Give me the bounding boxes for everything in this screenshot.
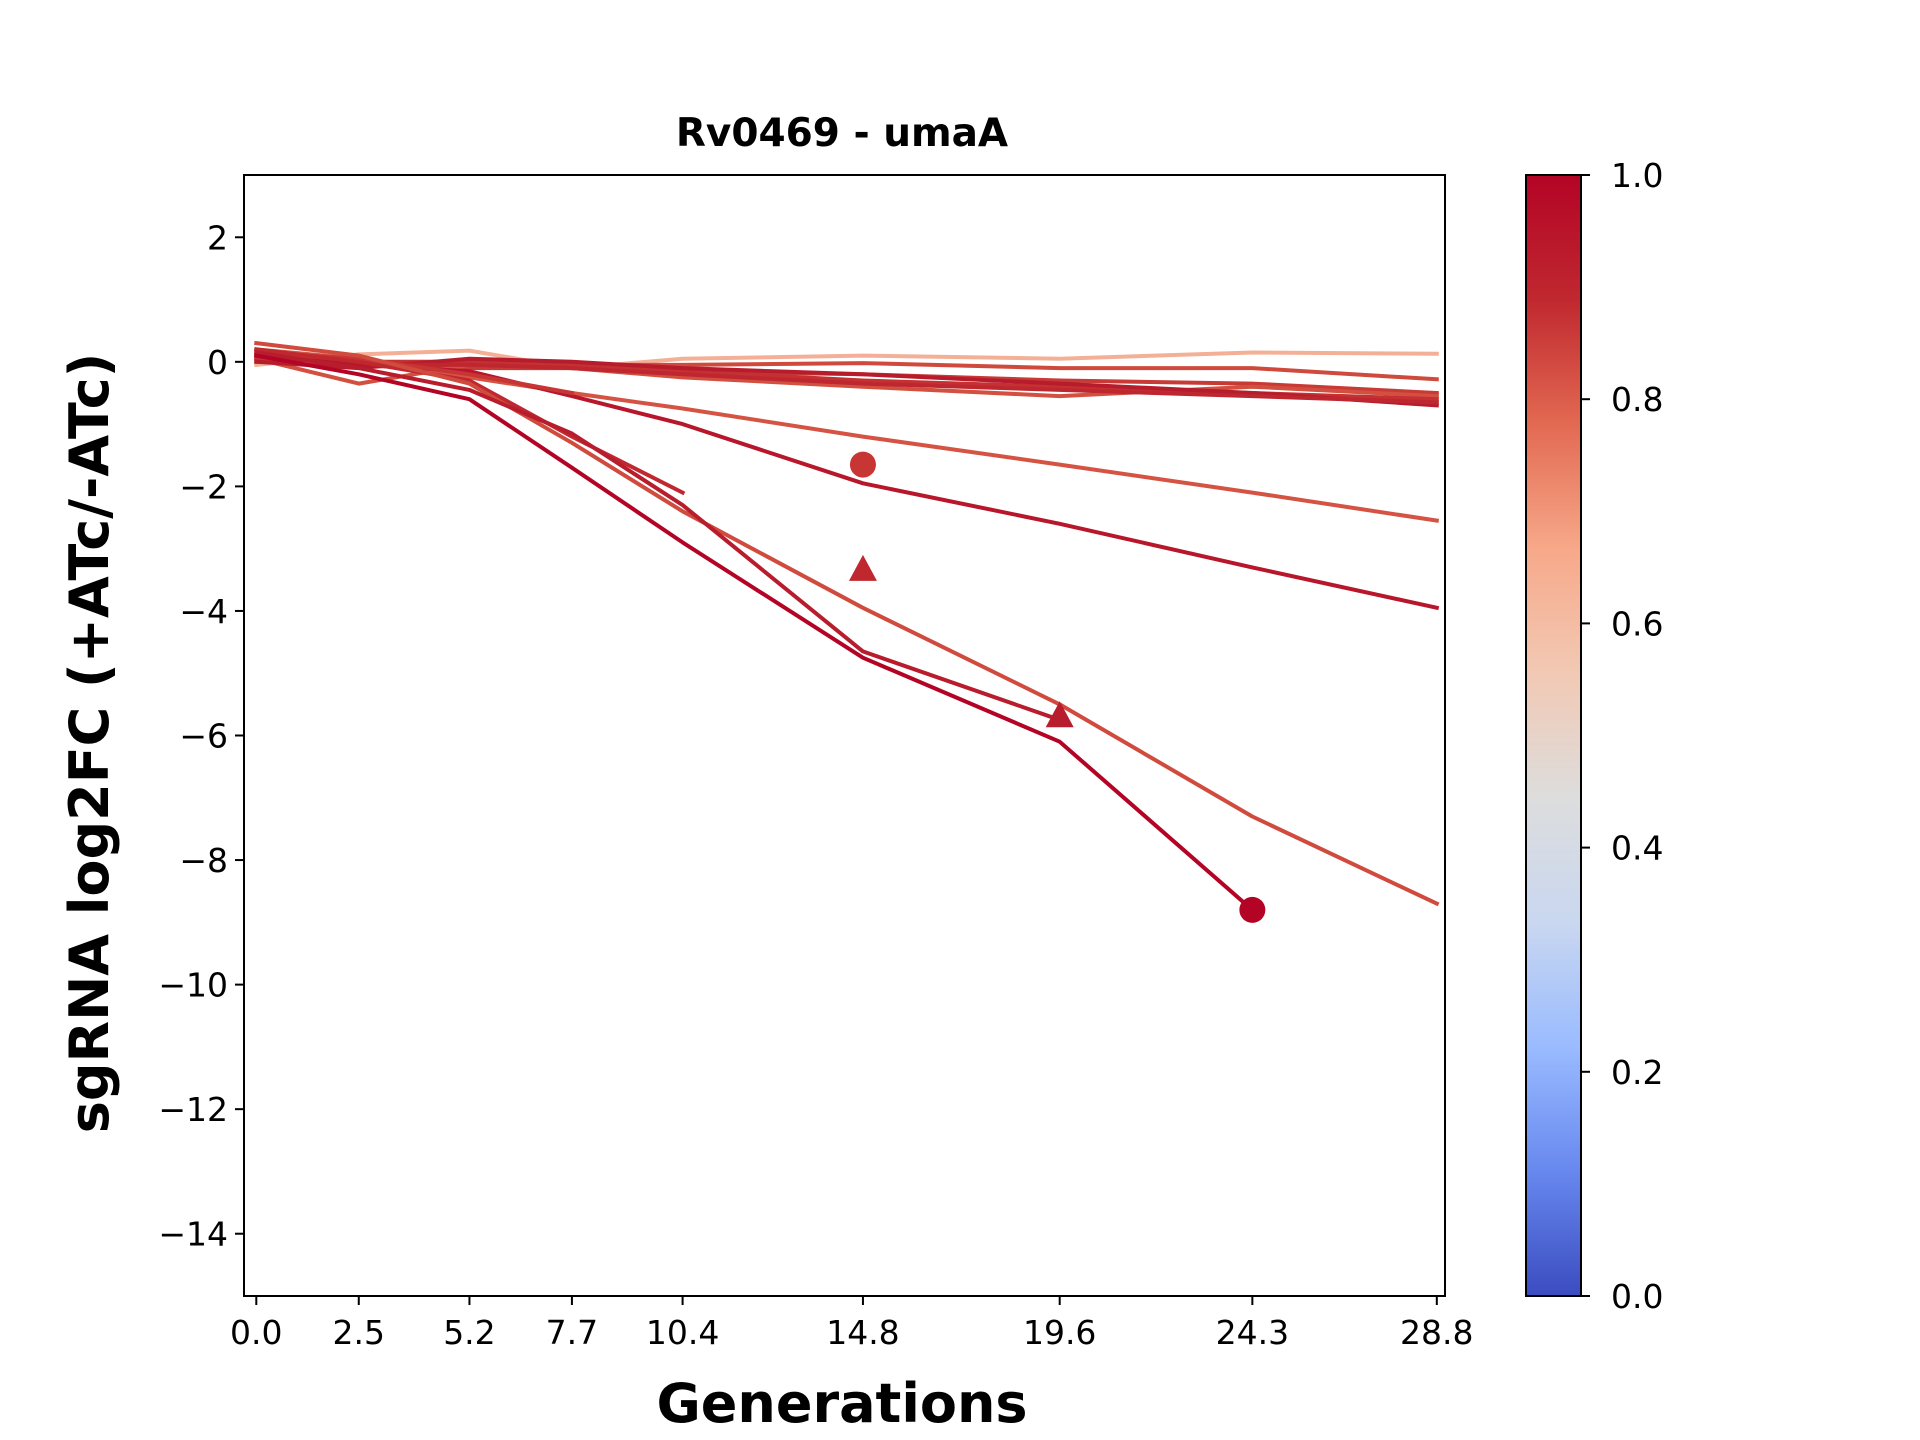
y-tick-label: −8: [179, 841, 228, 880]
colorbar-tick-label: 0.4: [1611, 829, 1663, 868]
series-line-13: [254, 350, 1063, 723]
x-axis-title: Generations: [656, 1372, 1027, 1435]
colorbar: 0.0 0.2 0.4 0.6 0.8 1.0: [1525, 156, 1663, 1316]
colorbar-tick-label: 0.0: [1611, 1277, 1663, 1316]
colorbar-tick-label: 0.8: [1611, 380, 1663, 419]
x-tick-label: 14.8: [826, 1313, 899, 1352]
x-tick-label: 5.2: [443, 1313, 495, 1352]
plot-frame: [243, 174, 1446, 1297]
y-tick-label: −2: [179, 467, 228, 506]
series-line-12: [254, 340, 1440, 907]
x-tick-label: 0.0: [230, 1313, 282, 1352]
marker-triangle-2: [848, 554, 877, 581]
y-tick-label: −10: [158, 966, 228, 1005]
x-tick-label: 28.8: [1400, 1313, 1473, 1352]
x-tick-label: 24.3: [1216, 1313, 1289, 1352]
x-tick-label: 2.5: [333, 1313, 385, 1352]
x-tick-label: 19.6: [1023, 1313, 1096, 1352]
marker-triangle-3: [1045, 701, 1074, 728]
marker-circle-1: [849, 451, 876, 478]
colorbar-tick-label: 0.2: [1611, 1053, 1663, 1092]
y-tick-label: −4: [179, 592, 228, 631]
series-line-14: [253, 353, 1256, 913]
chart-title: Rv0469 - umaA: [676, 111, 1008, 156]
y-tick-label: 0: [207, 343, 228, 382]
colorbar-scale: [1525, 174, 1582, 1297]
y-tick-label: −14: [158, 1215, 228, 1254]
y-tick-label: 2: [207, 218, 228, 257]
series-line-1: [254, 348, 1439, 371]
colorbar-tick-label: 1.0: [1611, 156, 1663, 195]
y-tick-label: −12: [158, 1090, 228, 1129]
colorbar-tick-label: 0.6: [1611, 604, 1663, 643]
y-tick-label: −6: [179, 717, 228, 756]
x-tick-label: 7.7: [546, 1313, 598, 1352]
x-tick-label: 10.4: [646, 1313, 719, 1352]
plot-area: 0.0 2.5 5.2 7.7 10.4 14.8 19.6 24.3 28.8 2 0 −2 −4 −6…: [158, 174, 1474, 1352]
marker-circle-4: [1239, 896, 1266, 923]
y-axis-title: sgRNA log2FC (+ATc/-ATc): [58, 353, 121, 1134]
